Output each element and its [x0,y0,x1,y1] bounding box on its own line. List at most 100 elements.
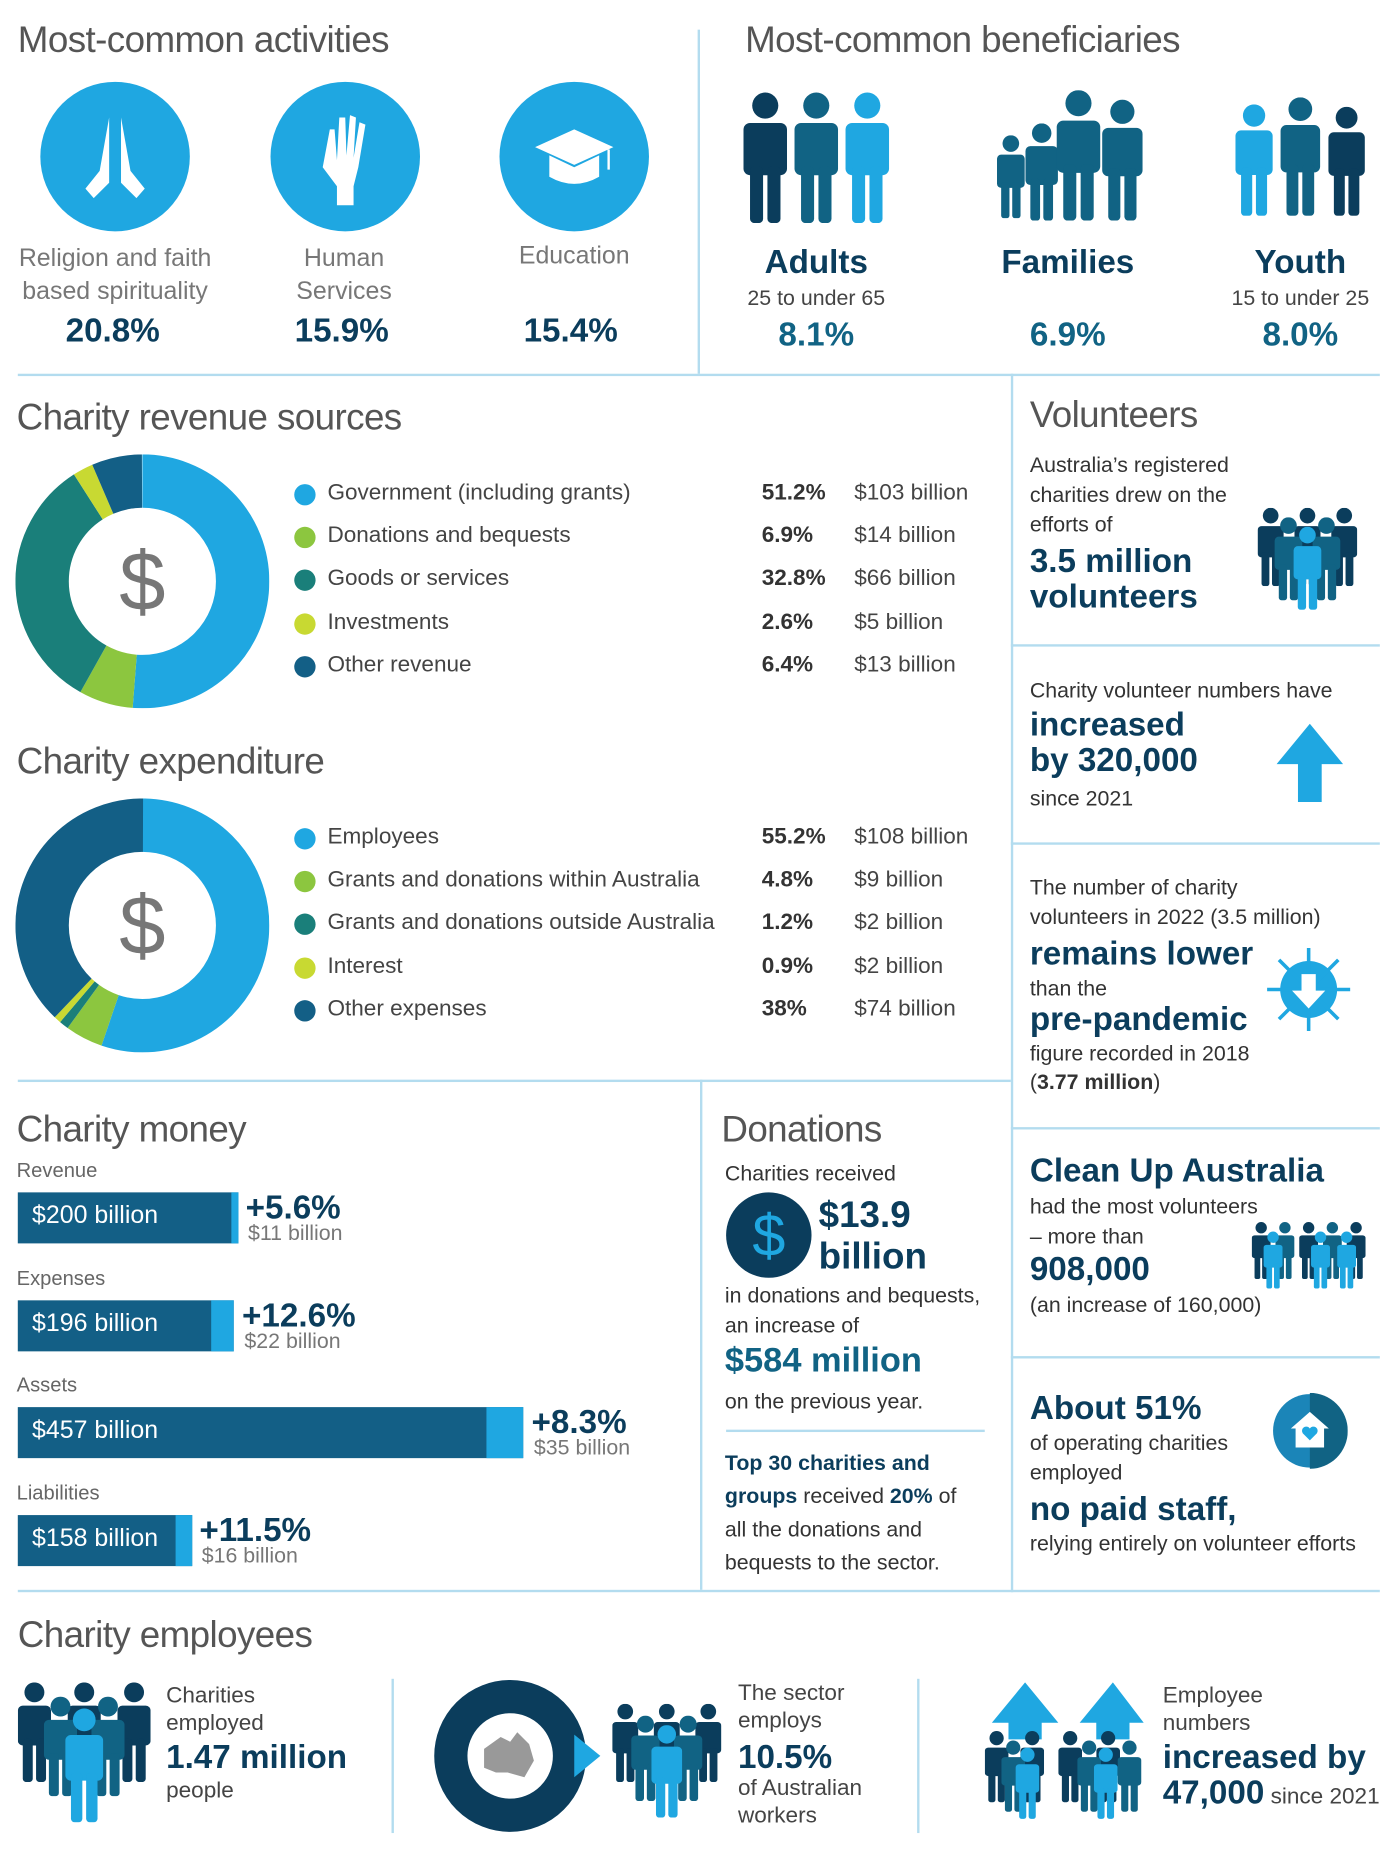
beneficiary-label: Adults [764,243,868,280]
legend-label: Donations and bequests [327,523,571,549]
helping-hand-icon [270,81,420,232]
activity-pct: 15.4% [523,312,618,349]
divider [1010,1127,1380,1130]
volunteers-intro: Australia’s registered charities drew on… [1029,453,1229,537]
beneficiary-label: Youth [1254,243,1347,280]
activities-title: Most-common activities [17,18,390,61]
legend-pct: 2.6% [761,609,814,635]
divider [726,1429,985,1433]
money-bar-increase [211,1300,234,1352]
legend-pct: 6.9% [761,523,814,549]
divider [917,1678,920,1834]
cleanup-title: Clean Up Australia [1029,1152,1324,1189]
money-label: Expenses [16,1267,106,1290]
beneficiary-pct: 8.0% [1262,315,1339,353]
lower-tail: figure recorded in 2018 [1029,1041,1250,1066]
donations-amount: $13.9 billion [819,1194,927,1277]
money-bar: $158 billion [17,1515,193,1567]
employees-b-line: The sector employs [737,1681,845,1734]
donut-segment [15,454,270,709]
money-value: $200 billion [32,1201,159,1230]
money-label: Liabilities [16,1481,100,1505]
employees-count: 1.47 million [166,1738,348,1775]
cleanup-line: had the most volunteers [1029,1194,1258,1219]
employees-a-tail: people [166,1778,234,1804]
arrow-up-icon [1276,723,1344,803]
figure-2018: 3.77 million [1036,1070,1154,1094]
money-value: $457 billion [32,1416,159,1444]
donut-segment [15,454,270,709]
employees-increase-line: 47,000 since 2021 [1163,1774,1380,1812]
divider [1010,644,1380,647]
legend-value: $14 billion [854,523,956,549]
employees-share: 10.5% [737,1738,833,1775]
legend-value: $103 billion [854,480,969,506]
employees-a-line: Charities employed [166,1683,264,1736]
legend-dot [294,828,316,850]
activity-pct: 20.8% [65,312,160,349]
divider [17,1079,1011,1083]
legend-label: Other revenue [327,652,472,678]
legend-pct: 32.8% [761,566,826,592]
youth-group-icon [1235,97,1365,216]
donations-tail: on the previous year. [724,1389,924,1414]
graduation-cap-icon [499,81,649,232]
money-bar: $200 billion [17,1192,239,1244]
employees-c-line: Employee numbers [1162,1683,1263,1736]
beneficiary-pct: 6.9% [1029,315,1106,353]
money-change-abs: $11 billion [247,1220,343,1245]
lower-figure: (3.77 million) [1030,1068,1161,1098]
legend-value: $66 billion [854,566,956,592]
volunteers-crowd-icon [1251,1222,1366,1289]
adults-group-icon [743,92,890,224]
divider [1010,1356,1380,1359]
legend-value: $5 billion [854,609,944,635]
legend-pct: 4.8% [761,867,814,893]
dollar-coin-icon: $ [726,1192,812,1278]
divider [697,29,700,374]
employees-title: Charity employees [17,1613,313,1656]
money-change: +8.3% [531,1403,627,1441]
lower-mid: than the [1029,976,1108,1001]
top30-bold: Top 30 charities and groups [724,1451,930,1508]
cleanup-increase: (an increase of 160,000) [1029,1293,1262,1317]
money-bar-increase [486,1407,524,1459]
expenditure-title: Charity expenditure [16,740,325,782]
employees-group-icon [17,1682,151,1823]
volunteers-group-icon [1257,507,1358,610]
family-group-icon [997,90,1143,221]
employees-increase-icon [984,1682,1144,1819]
expenditure-donut-chart [15,798,270,1053]
legend-dot [294,484,316,506]
legend-pct: 6.4% [761,652,814,678]
money-label: Assets [16,1373,78,1397]
revenue-title: Charity revenue sources [16,396,403,438]
donations-increase: $584 million [724,1341,922,1380]
legend-dot [294,612,316,635]
legend-dot [294,999,316,1022]
legend-label: Grants and donations within Australia [327,867,700,893]
volunteers-count: 3.5 million volunteers [1029,542,1198,615]
legend-value: $74 billion [854,996,956,1022]
top30-text: Top 30 charities and groups received 20%… [725,1446,980,1579]
revenue-donut-chart [15,454,270,709]
paren: ( [1029,1070,1037,1094]
legend-dot [294,527,316,549]
divider [1010,842,1380,845]
legend-dot [294,956,316,979]
donations-received: Charities received [724,1161,896,1186]
legend-pct: 1.2% [761,910,814,936]
workers-group-icon [612,1703,722,1818]
legend-label: Grants and donations outside Australia [327,910,715,936]
praying-hands-icon [40,81,190,232]
donations-title: Donations [721,1108,882,1150]
nostaff-title: About 51% [1029,1389,1202,1427]
legend-value: $108 billion [854,824,969,850]
nostaff-line: of operating charities employed [1029,1430,1229,1485]
dollar-icon: $ [119,535,166,628]
beneficiary-label: Families [1001,243,1135,280]
increase-since: since 2021 [1029,786,1134,811]
legend-pct: 0.9% [761,953,814,979]
beneficiary-sub: 25 to under 65 [747,285,886,310]
lower-intro: The number of charity volunteers in 2022… [1029,875,1321,929]
